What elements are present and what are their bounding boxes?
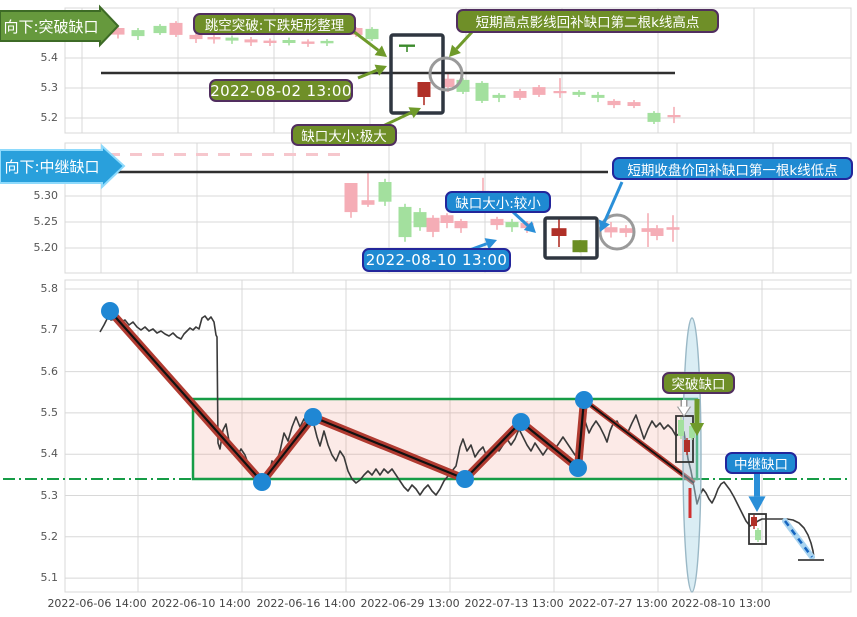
x-axis-tick-label: 2022-06-16 14:00 <box>256 597 356 610</box>
middle-panel-candles <box>344 172 680 253</box>
top-panel-title-tag: 向下:突破缺口 <box>3 17 99 36</box>
middle-panel-title-tag: 向下:中继缺口 <box>4 158 100 176</box>
x-axis-tick-label: 2022-07-13 13:00 <box>464 597 564 610</box>
annotation-top-date: 2022-08-02 13:00 <box>209 79 353 102</box>
zigzag-pivot-dot <box>253 473 271 491</box>
middle-panel-overlays <box>108 170 636 260</box>
overview-panel-content <box>3 302 851 593</box>
annotation-bottom-continuation-gap: 中继缺口 <box>725 452 797 474</box>
y-axis-tick-label: 5.5 <box>40 405 59 419</box>
annotation-breakout-pattern: 跳空突破:下跌矩形整理 <box>193 13 356 35</box>
y-axis-tick-label: 5.4 <box>40 447 59 461</box>
annotation-bottom-breakaway-gap: 突破缺口 <box>662 372 735 394</box>
y-axis-tick-label: 5.25 <box>33 215 59 228</box>
zigzag-pivot-dot <box>575 391 593 409</box>
middle-panel-tag-shape <box>0 143 126 190</box>
top-panel-overlays <box>101 33 675 115</box>
y-axis-tick-label: 5.20 <box>33 241 59 254</box>
x-axis-tick-label: 2022-06-29 13:00 <box>360 597 460 610</box>
y-axis-tick-label: 5.3 <box>40 488 59 502</box>
top-panel-tag-shape <box>0 4 120 48</box>
y-axis-tick-label: 5.4 <box>40 51 59 64</box>
x-axis-tick-label: 2022-06-06 14:00 <box>47 597 147 610</box>
x-axis-tick-label: 2022-08-10 13:00 <box>671 597 771 610</box>
middle-panel-pink-dashes <box>108 153 340 156</box>
x-axis-tick-label: 2022-07-27 13:00 <box>568 597 668 610</box>
zigzag-pivot-dot <box>512 413 530 431</box>
annotation-mid-gap-size: 缺口大小:较小 <box>445 191 551 213</box>
zigzag-pivot-dot <box>101 302 119 320</box>
annotation-mid-fill-note: 短期收盘价回补缺口第一根k线低点 <box>612 157 853 180</box>
zigzag-pivot-dot <box>456 470 474 488</box>
y-axis-tick-label: 5.3 <box>40 81 59 94</box>
annotation-top-fill-note: 短期高点影线回补缺口第二根k线高点 <box>456 9 719 33</box>
y-axis-tick-label: 5.7 <box>40 323 59 337</box>
annotation-mid-date: 2022-08-10 13:00 <box>362 248 511 272</box>
x-axis-tick-label: 2022-06-10 14:00 <box>151 597 251 610</box>
y-axis-tick-label: 5.2 <box>40 111 59 124</box>
annotation-top-gap-size: 缺口大小:极大 <box>291 124 397 146</box>
y-axis-tick-label: 5.1 <box>40 571 59 585</box>
y-axis-tick-label: 5.30 <box>33 189 59 202</box>
y-axis-tick-label: 5.8 <box>40 282 59 295</box>
y-axis-tick-label: 5.2 <box>40 529 59 543</box>
zigzag-pivot-dot <box>569 459 587 477</box>
y-axis-tick-label: 5.6 <box>40 364 59 378</box>
zigzag-pivot-dot <box>304 408 322 426</box>
bottom-panel-grid <box>64 279 852 593</box>
